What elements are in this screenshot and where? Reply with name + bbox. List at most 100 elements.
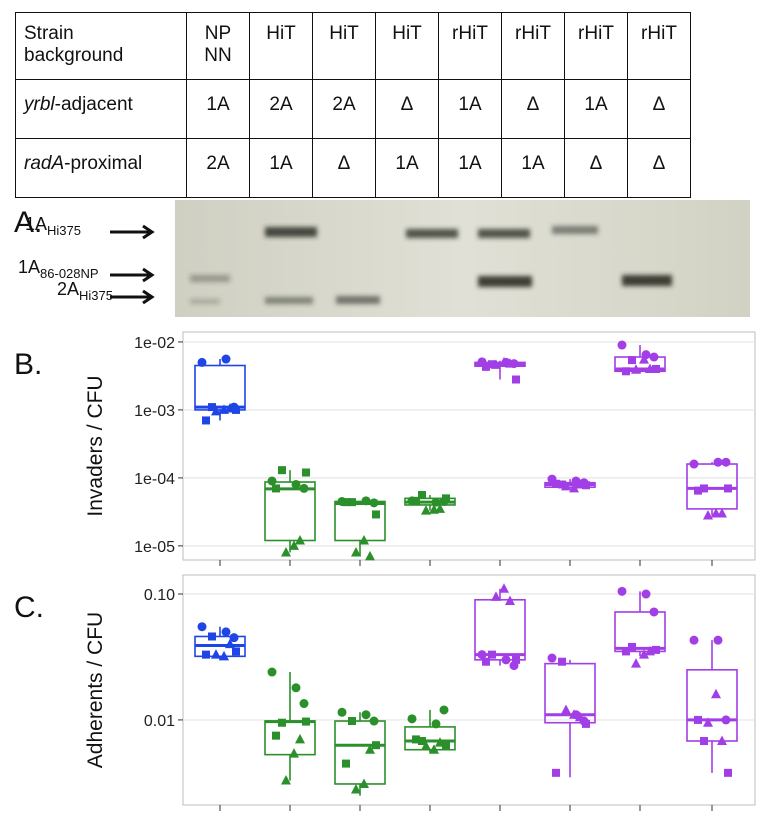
header-cell: NP NN [186,12,250,80]
data-point [639,649,649,659]
data-point [342,498,350,507]
data-point [645,645,655,656]
band-label: 1A86-028NP [18,257,99,281]
data-point [482,657,490,666]
table-cell: 1A [438,138,502,198]
data-point [229,633,239,643]
row-label: radA-proximal [15,138,187,198]
band-label-sub: 86-028NP [40,266,99,281]
data-point [628,642,636,651]
table-cell: 1A [501,138,565,198]
table-cell: 2A [186,138,250,198]
plot-panel [182,574,756,806]
strain-table: Strain background NP NN HiT HiT HiT rHiT rHiT r… [15,12,691,198]
data-point [197,622,207,632]
box [686,669,738,742]
data-point [281,775,291,785]
data-point [337,707,347,717]
data-point [351,784,361,794]
data-point [499,356,509,367]
data-point [361,710,371,720]
table-cell: Δ [627,138,691,198]
y-tick-label: 1e-03 [134,403,175,420]
data-point [291,683,301,693]
data-point [211,405,221,416]
data-point [412,735,420,744]
table-cell: 2A [312,79,376,139]
data-point [435,737,445,747]
data-point [267,476,277,486]
data-point [435,503,445,513]
data-point [232,405,240,414]
data-point [694,486,702,495]
data-point [299,699,309,709]
y-tick-label: 0.01 [144,713,175,730]
data-point [689,459,699,469]
data-point [717,735,727,746]
data-point [442,742,450,751]
y-axis-label: Adherents / CFU [84,612,107,768]
data-point [208,403,216,412]
box [194,364,246,411]
data-point [639,354,649,364]
header-cell: rHiT [627,12,691,80]
data-point [569,709,579,719]
data-point [412,496,420,505]
data-point [295,535,305,545]
data-point [289,540,299,550]
data-point [372,510,380,519]
gel-bands [190,226,672,304]
gene-suffix: -proximal [64,153,143,174]
data-point [617,340,627,350]
data-point [407,714,417,724]
data-point [631,658,641,668]
data-point [482,362,490,371]
box [334,720,386,785]
data-point [372,741,380,750]
data-point [348,717,356,726]
data-point [208,632,216,641]
data-point [202,416,210,425]
data-point [641,589,651,599]
data-point [291,479,301,489]
data-point [272,484,280,493]
data-point [703,509,713,520]
y-tick-label: 1e-02 [134,335,175,352]
header-cell: rHiT [438,12,502,80]
data-point [622,647,630,656]
data-point [348,498,356,507]
data-point [278,466,286,475]
data-point [512,655,520,664]
band-label-sub: Hi375 [79,288,113,303]
data-point [232,647,240,656]
data-point [278,718,286,727]
data-point [582,481,590,490]
data-point [442,494,450,503]
box [614,356,666,373]
data-point [649,352,659,362]
data-point [645,363,655,373]
data-point [431,719,441,729]
data-point [547,653,557,663]
table-row: yrbl-adjacent 1A 2A 2A Δ 1A Δ 1A Δ [15,79,691,139]
table-row: radA-proximal 2A 1A Δ 1A 1A 1A Δ Δ [15,138,691,198]
data-point [575,711,585,722]
table-cell: Δ [501,79,565,139]
data-point [302,717,310,726]
data-point [197,357,207,367]
data-point [289,748,299,758]
data-point [561,480,571,491]
data-point [652,364,660,373]
data-point [221,354,231,364]
data-point [359,535,369,545]
data-point [628,356,636,365]
data-point [221,627,231,637]
panel-label: B. [14,348,42,381]
band-label-sub: Hi375 [47,223,81,238]
y-tick-label: 1e-05 [134,539,175,556]
header-cell: Strain background [15,12,187,80]
table-cell: 1A [249,138,313,198]
data-point [439,705,449,715]
data-point [429,744,439,754]
